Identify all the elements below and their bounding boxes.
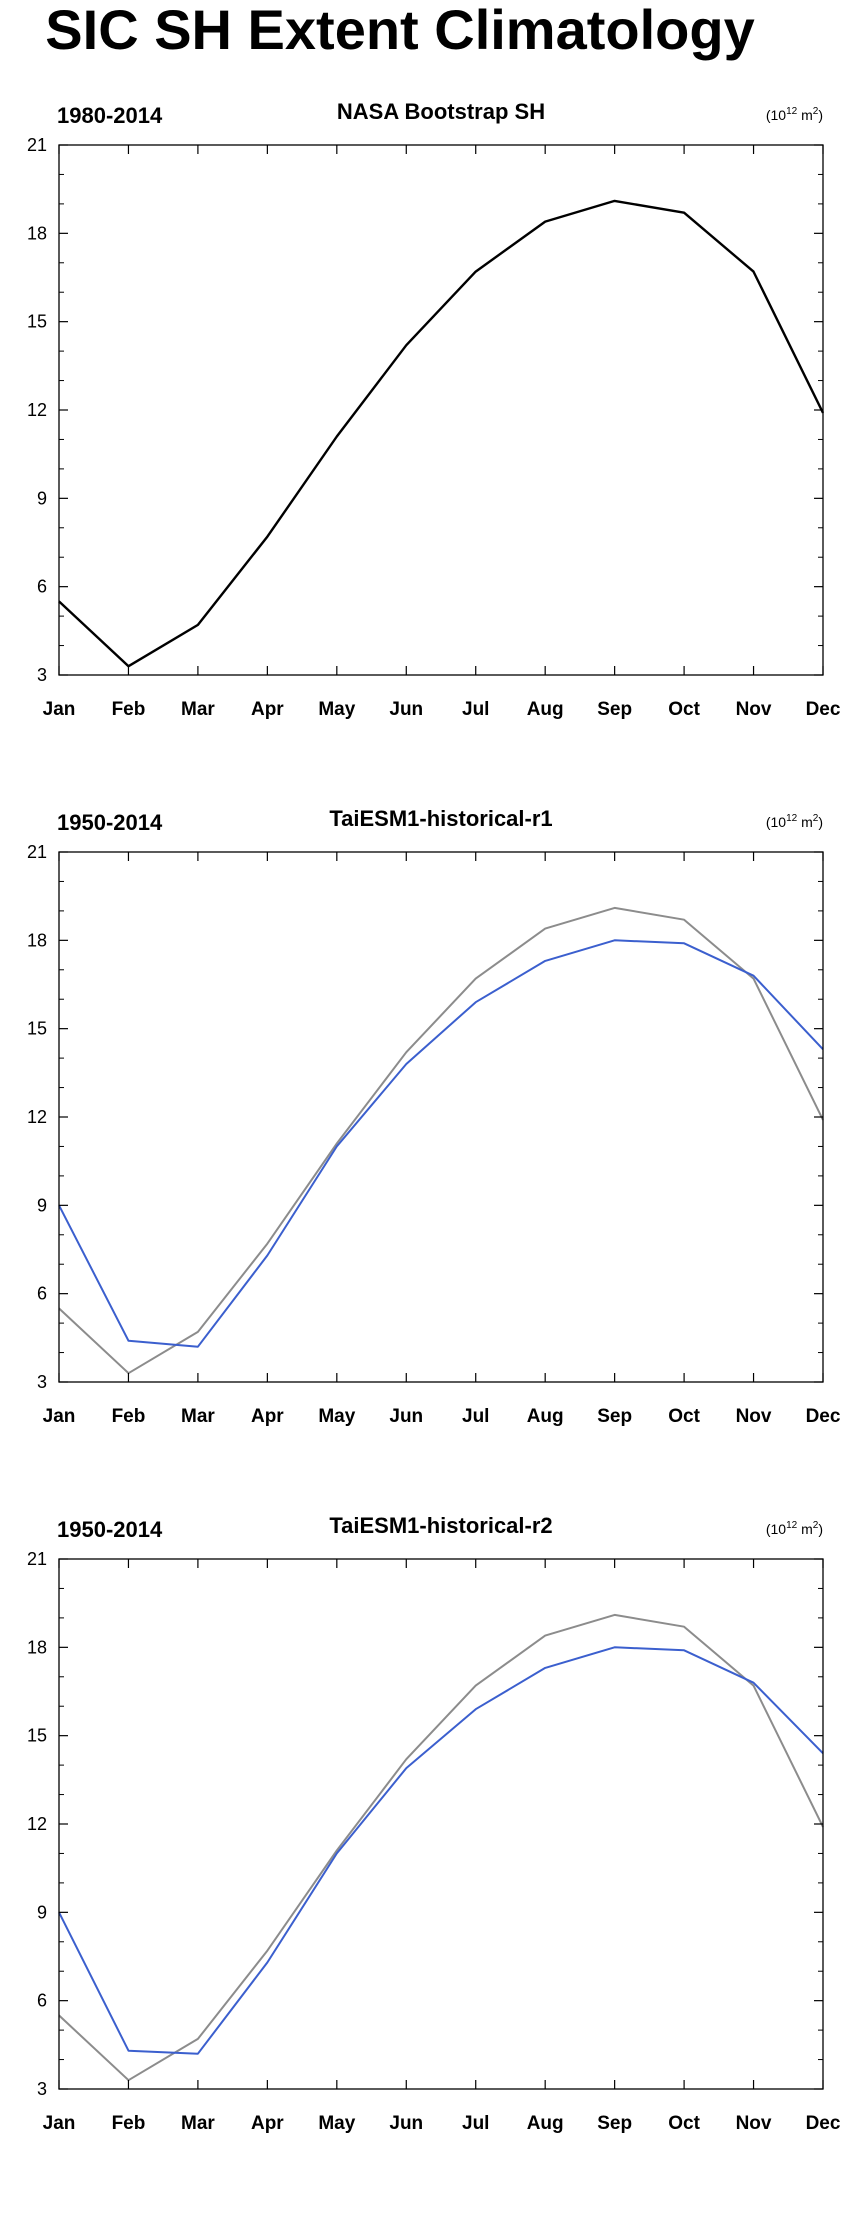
units-unit-exponent: 2 xyxy=(813,1520,819,1531)
series-line-1 xyxy=(58,199,825,668)
x-tick-label: Oct xyxy=(668,699,700,720)
x-tick-label: Aug xyxy=(527,1406,564,1427)
y-tick-label: 3 xyxy=(37,2079,47,2099)
y-tick-label: 21 xyxy=(27,842,47,862)
x-tick-label: Sep xyxy=(597,1406,632,1427)
x-tick-label: Oct xyxy=(668,2113,700,2134)
chart-title: TaiESM1-historical-r2 xyxy=(329,1514,552,1538)
units-exponent: 12 xyxy=(786,813,798,824)
x-tick-label: May xyxy=(318,2113,355,2134)
x-tick-label: Dec xyxy=(806,699,841,720)
x-tick-label: Jul xyxy=(462,699,489,720)
x-tick-label: Jul xyxy=(462,1406,489,1427)
y-tick-label: 6 xyxy=(37,577,47,597)
units-label: (1012 m2) xyxy=(766,106,823,123)
chart-panel-2: 3 6 9 12 15 18 21 Jan Feb Mar Apr May Jun Jul Aug Sep Oc… xyxy=(0,807,853,1507)
y-tick-label: 15 xyxy=(27,1726,47,1746)
y-tick-label: 3 xyxy=(37,1372,47,1392)
y-tick-label: 21 xyxy=(27,1549,47,1569)
units-unit: m xyxy=(801,814,813,830)
x-tick-label: Dec xyxy=(806,2113,841,2134)
period-label: 1950-2014 xyxy=(57,810,163,835)
x-tick-label: Apr xyxy=(251,699,284,720)
x-tick-label: Feb xyxy=(112,2113,146,2134)
chart-svg: 3 6 9 12 15 18 21 Jan Feb Mar Apr May Jun Jul Aug Sep Oc… xyxy=(27,1514,841,2134)
y-tick-label: 6 xyxy=(37,1991,47,2011)
x-tick-label: Apr xyxy=(251,1406,284,1427)
units-unit: m xyxy=(801,107,813,123)
x-tick-label: Nov xyxy=(736,1406,772,1427)
y-tick-label: 9 xyxy=(37,488,47,508)
x-tick-label: Nov xyxy=(736,2113,772,2134)
x-tick-label: Feb xyxy=(112,699,146,720)
page-title: SIC SH Extent Climatology xyxy=(45,0,755,61)
x-tick-label: Sep xyxy=(597,2113,632,2134)
x-tick-label: Jun xyxy=(389,2113,423,2134)
x-tick-label: Mar xyxy=(181,2113,215,2134)
units-exponent: 12 xyxy=(786,1520,798,1531)
y-tick-label: 18 xyxy=(27,930,47,950)
x-tick-label: Aug xyxy=(527,2113,564,2134)
y-tick-label: 21 xyxy=(27,135,47,155)
y-tick-label: 12 xyxy=(27,400,47,420)
y-tick-label: 15 xyxy=(27,1019,47,1039)
units-exponent: 12 xyxy=(786,106,798,117)
series-line-2 xyxy=(58,939,824,1348)
y-tick-label: 9 xyxy=(37,1195,47,1215)
x-tick-label: Apr xyxy=(251,2113,284,2134)
units-label: (1012 m2) xyxy=(766,1520,823,1537)
period-label: 1950-2014 xyxy=(57,1517,163,1542)
units-base: 10 xyxy=(771,814,787,830)
series-line-2 xyxy=(58,1646,824,2055)
x-tick-label: Jun xyxy=(389,1406,423,1427)
units-base: 10 xyxy=(771,1521,787,1537)
y-tick-label: 6 xyxy=(37,1284,47,1304)
chart-title: NASA Bootstrap SH xyxy=(337,100,545,124)
units-unit-exponent: 2 xyxy=(813,106,819,117)
series-line-1 xyxy=(58,1613,824,2082)
x-tick-label: May xyxy=(318,699,355,720)
x-tick-label: Dec xyxy=(806,1406,841,1427)
x-tick-label: Nov xyxy=(736,699,772,720)
x-tick-label: Feb xyxy=(112,1406,146,1427)
units-base: 10 xyxy=(771,107,787,123)
y-tick-label: 12 xyxy=(27,1107,47,1127)
period-label: 1980-2014 xyxy=(57,103,163,128)
x-tick-label: Sep xyxy=(597,699,632,720)
y-tick-label: 9 xyxy=(37,1902,47,1922)
chart-svg: 3 6 9 12 15 18 21 Jan Feb Mar Apr May Jun Jul Aug Sep Oc… xyxy=(27,807,841,1427)
x-tick-label: Mar xyxy=(181,699,215,720)
y-tick-label: 3 xyxy=(37,665,47,685)
x-tick-label: Jul xyxy=(462,2113,489,2134)
x-tick-label: May xyxy=(318,1406,355,1427)
y-tick-label: 15 xyxy=(27,312,47,332)
series-line-1 xyxy=(58,906,824,1375)
y-tick-label: 18 xyxy=(27,1637,47,1657)
x-tick-label: Jan xyxy=(43,699,76,720)
x-tick-label: Oct xyxy=(668,1406,700,1427)
x-tick-label: Jun xyxy=(389,699,423,720)
chart-panel-1: 3 6 9 12 15 18 21 Jan Feb Mar Apr May Jun Jul Aug Sep Oc… xyxy=(0,100,853,800)
units-unit: m xyxy=(801,1521,813,1537)
y-tick-label: 18 xyxy=(27,223,47,243)
x-tick-label: Aug xyxy=(527,699,564,720)
units-unit-exponent: 2 xyxy=(813,813,819,824)
chart-svg: 3 6 9 12 15 18 21 Jan Feb Mar Apr May Jun Jul Aug Sep Oc… xyxy=(27,100,841,720)
x-tick-label: Mar xyxy=(181,1406,215,1427)
x-tick-label: Jan xyxy=(43,2113,76,2134)
x-tick-label: Jan xyxy=(43,1406,76,1427)
chart-panel-3: 3 6 9 12 15 18 21 Jan Feb Mar Apr May Jun Jul Aug Sep Oc… xyxy=(0,1514,853,2214)
units-label: (1012 m2) xyxy=(766,813,823,830)
chart-title: TaiESM1-historical-r1 xyxy=(329,807,552,831)
y-tick-label: 12 xyxy=(27,1814,47,1834)
